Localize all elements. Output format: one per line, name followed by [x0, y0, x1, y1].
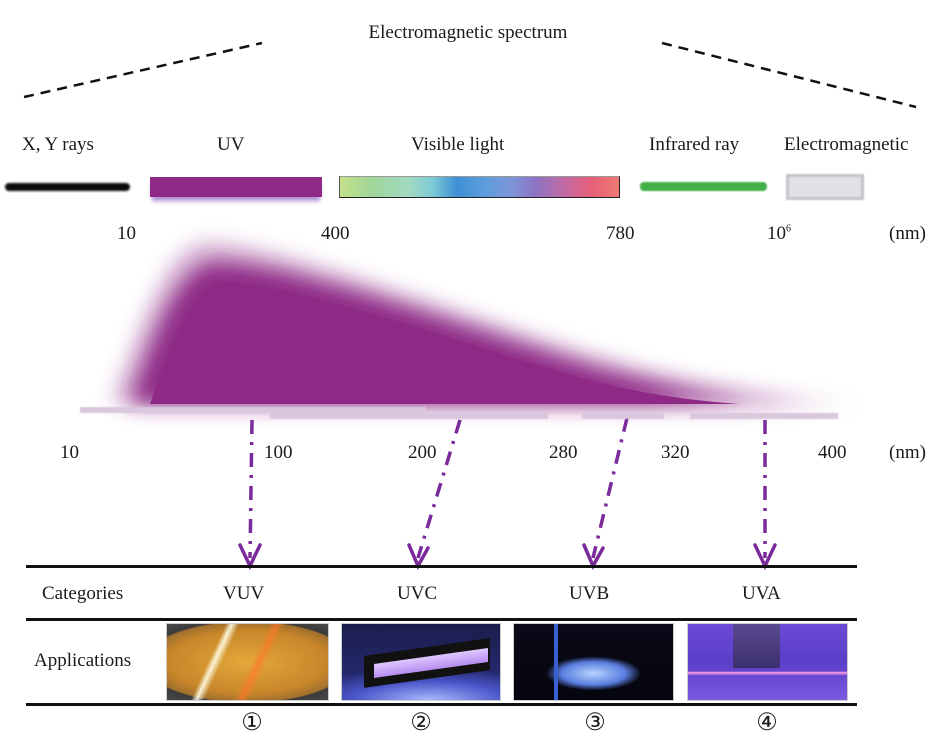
- top-tick-780: 780: [606, 223, 635, 244]
- uv-tick-200: 200: [408, 442, 437, 463]
- uv-tick-280: 280: [549, 442, 578, 463]
- row-header-categories: Categories: [42, 583, 124, 604]
- category-uva: UVA: [742, 583, 781, 604]
- subband-bar-uvb: [582, 413, 664, 419]
- arrow-vuv: [248, 419, 254, 559]
- uv-intensity-hump: [112, 241, 860, 404]
- band-label-xray: X, Y rays: [22, 134, 94, 155]
- table-rule-middle: [26, 618, 857, 621]
- diagram-title: Electromagnetic spectrum: [368, 22, 568, 43]
- band-bar-uv: [150, 177, 322, 197]
- band-label-visible: Visible light: [411, 134, 505, 155]
- subband-bar-uva: [690, 413, 838, 419]
- top-tick-10: 10: [117, 223, 136, 244]
- marker-2: ②: [410, 710, 432, 736]
- band-bar-visible: [339, 176, 620, 198]
- uv-tick-unit: (nm): [889, 442, 926, 463]
- arrow-uvb: [591, 417, 629, 559]
- zoom-line-right: [661, 41, 917, 109]
- marker-4: ④: [756, 710, 778, 736]
- tick-base: 10: [767, 223, 786, 244]
- top-tick-10e6: 106: [767, 223, 791, 245]
- uv-tick-400: 400: [818, 442, 847, 463]
- tick-exponent: 6: [786, 223, 791, 235]
- category-uvc: UVC: [397, 583, 438, 604]
- factory-machine: [732, 624, 781, 669]
- marker-3: ③: [584, 710, 606, 736]
- category-vuv: VUV: [223, 583, 265, 604]
- top-tick-unit: (nm): [889, 223, 926, 244]
- band-label-infrared: Infrared ray: [649, 134, 740, 155]
- subband-bar-vuv: [80, 407, 426, 413]
- zoom-line-left: [23, 41, 263, 99]
- application-image-phototherapy: [513, 623, 674, 701]
- band-label-uv: UV: [217, 134, 245, 155]
- top-tick-400: 400: [321, 223, 350, 244]
- subband-bar-uvc: [270, 413, 548, 419]
- band-label-electromagnetic: Electromagnetic: [784, 134, 909, 155]
- table-rule-top: [26, 565, 857, 568]
- arrow-uvc: [416, 419, 462, 559]
- marker-1: ①: [241, 710, 263, 736]
- band-bar-xray: [5, 183, 130, 191]
- application-image-uv-curing: [687, 623, 848, 701]
- band-bar-electromagnetic: [786, 174, 864, 200]
- band-bar-infrared: [640, 182, 767, 191]
- uv-tick-320: 320: [661, 442, 690, 463]
- row-header-applications: Applications: [34, 650, 132, 671]
- uv-tick-100: 100: [264, 442, 293, 463]
- category-uvb: UVB: [569, 583, 610, 604]
- uv-tick-10: 10: [60, 442, 79, 463]
- application-image-uv-lamp: [341, 623, 501, 701]
- table-rule-bottom: [26, 703, 857, 706]
- application-image-wafer: [166, 623, 329, 701]
- incubator-pole: [553, 624, 558, 700]
